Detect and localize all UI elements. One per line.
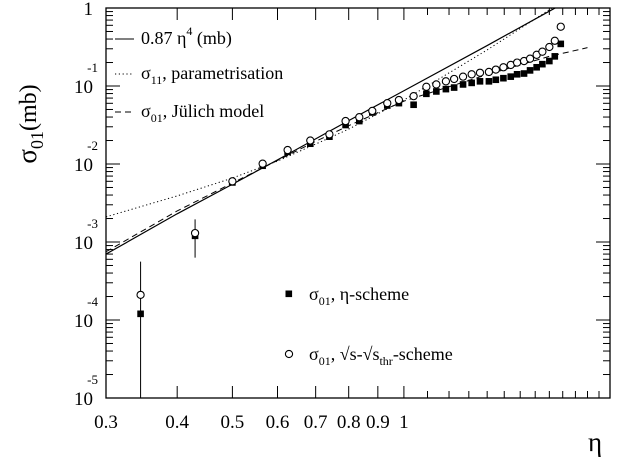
data-point-circle <box>556 22 565 31</box>
y-tick-exponent: -2 <box>87 138 98 153</box>
data-point-square <box>533 63 540 71</box>
data-point-circle <box>441 77 451 86</box>
data-point-circle <box>409 92 418 101</box>
data-point-square <box>442 85 450 93</box>
data-point-circle <box>136 290 145 300</box>
data-point-square <box>500 74 507 82</box>
data-point-circle <box>283 145 292 155</box>
data-point-square <box>485 78 493 85</box>
data-point-square <box>410 101 417 109</box>
data-point-circle <box>432 80 441 89</box>
data-point-circle <box>258 159 267 168</box>
data-point-circle <box>325 130 334 139</box>
x-tick-label: 0.9 <box>366 412 390 433</box>
legend-entry-open-circle: σ01, √s-√sthr-scheme <box>309 344 453 368</box>
data-point-circle <box>394 95 404 105</box>
legend-entry-filled-square: σ01, η-scheme <box>309 284 409 308</box>
data-point-circle <box>467 70 476 79</box>
data-point-circle <box>368 106 377 116</box>
y-axis-label: σ01(mb) <box>12 84 47 163</box>
x-ticks: 0.3 0.4 0.5 0.6 0.7 0.8 0.9 1 <box>94 8 600 433</box>
x-tick-label: 0.4 <box>165 412 189 433</box>
y-tick-exponent: -3 <box>87 216 98 231</box>
data-point-circle <box>228 177 237 186</box>
y-tick-label: 10 <box>74 311 93 332</box>
y-tick-exponent: -5 <box>87 372 98 387</box>
legend-bottom: σ01, η-scheme σ01, √s-√sthr-scheme <box>284 284 453 368</box>
y-tick-label: 10 <box>74 389 93 410</box>
y-tick-label: 1 <box>84 0 94 20</box>
error-bars <box>140 219 196 398</box>
y-tick-label: 10 <box>74 233 93 254</box>
plot-area-border <box>105 7 611 399</box>
x-tick-label: 0.7 <box>304 412 328 433</box>
data-point-square <box>459 81 467 88</box>
data-point-circle <box>499 63 508 72</box>
data-point-circle <box>525 54 535 63</box>
data-point-circle <box>538 47 547 56</box>
data-point-circle <box>491 65 500 74</box>
data-point-square <box>539 60 546 68</box>
data-point-circle <box>475 68 485 77</box>
data-point-circle <box>383 98 392 108</box>
data-point-square <box>137 310 144 318</box>
x-tick-label: 0.5 <box>221 412 245 433</box>
y-tick-exponent: -1 <box>87 60 98 75</box>
data-point-square <box>450 84 458 91</box>
y-tick-label: 10 <box>74 155 93 176</box>
data-point-square <box>526 67 534 74</box>
legend-entry-dashed: σ01, Jülich model <box>141 101 264 125</box>
data-point-square <box>423 90 430 98</box>
data-point-square <box>551 53 559 60</box>
data-point-square <box>468 79 475 87</box>
legend-entry-dotted: σ11, parametrisation <box>141 63 283 87</box>
data-point-circle <box>458 72 468 81</box>
plot-frame <box>105 7 611 399</box>
data-point-circle <box>512 58 522 67</box>
data-point-circle <box>190 228 200 238</box>
y-tick-exponent: -4 <box>87 294 98 309</box>
x-axis-label: η <box>588 427 602 457</box>
data-point-square <box>433 88 440 95</box>
x-tick-label: 0.6 <box>266 412 290 433</box>
x-tick-label: 0.3 <box>94 412 118 433</box>
x-tick-label: 0.8 <box>337 412 361 433</box>
y-ticks: 1 10 -1 10 -2 10 -3 10 -4 10 -5 <box>74 0 610 410</box>
legend-top: 0.87 η4 (mb) σ11, parametrisation σ01, Jül… <box>115 24 283 125</box>
y-tick-label: 10 <box>74 77 93 98</box>
data-point-circle <box>306 136 315 145</box>
legend-marker-square <box>285 290 293 298</box>
data-point-circle <box>355 113 364 122</box>
data-point-circle <box>484 67 494 77</box>
data-point-square <box>476 78 484 85</box>
data-point-circle <box>449 74 459 84</box>
data-point-square <box>507 73 515 80</box>
legend-entry-solid: 0.87 η4 (mb) <box>141 24 232 49</box>
data-point-circle <box>545 42 554 52</box>
data-point-square <box>513 70 521 78</box>
series-line-solid <box>106 8 557 255</box>
x-tick-label: 1 <box>399 412 409 433</box>
data-point-square <box>520 70 528 77</box>
data-point-circle <box>550 36 559 45</box>
data-point-circle <box>422 82 431 91</box>
data-point-square <box>492 76 500 84</box>
points-sqrt-s-scheme <box>136 22 565 300</box>
legend-marker-circle <box>284 349 294 359</box>
data-point-square <box>546 57 553 65</box>
data-point-square <box>557 40 565 48</box>
data-point-circle <box>341 116 350 126</box>
